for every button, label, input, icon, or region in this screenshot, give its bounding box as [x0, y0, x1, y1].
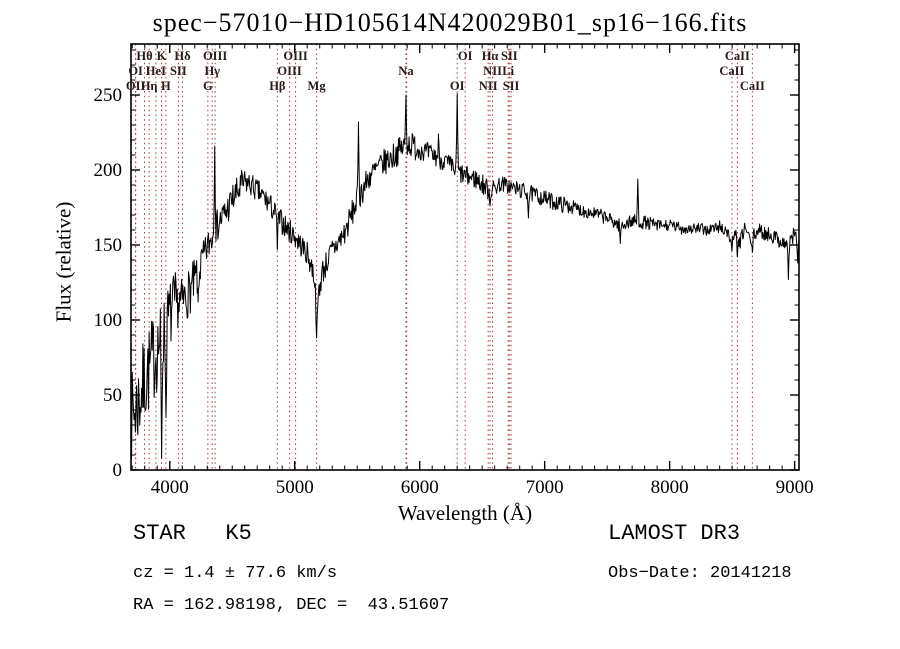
spectral-line-label: G — [203, 79, 213, 93]
spectral-line-label: OI — [458, 49, 473, 63]
object-type-text: STAR K5 — [133, 521, 252, 546]
spectral-line-label: SII — [170, 64, 187, 78]
spectral-line-label: OIII — [283, 49, 307, 63]
spectral-line-label: OI — [128, 64, 143, 78]
spectral-line-label: Mg — [308, 79, 327, 93]
spectral-line-label: K — [157, 49, 167, 63]
y-tick-label: 250 — [94, 85, 123, 106]
spectral-line-label: SII — [503, 79, 520, 93]
figure-title: spec−57010−HD105614N420029B01_sp16−166.f… — [152, 8, 748, 37]
spectral-line-label: Na — [398, 64, 414, 78]
spectral-line-label: OIII — [203, 49, 227, 63]
spectral-line-label: OI — [450, 79, 465, 93]
spectral-line-label: Hγ — [204, 64, 220, 78]
ra-dec-text: RA = 162.98198, DEC = 43.51607 — [133, 596, 450, 615]
x-tick-label: 6000 — [401, 477, 439, 498]
spectral-line-label: Li — [502, 64, 514, 78]
obs-date-text: Obs−Date: 20141218 — [608, 564, 792, 583]
x-tick-label: 9000 — [776, 477, 814, 498]
spectral-line-label: SII — [501, 49, 518, 63]
y-tick-label: 0 — [113, 460, 123, 481]
survey-text: LAMOST DR3 — [608, 521, 741, 546]
spectral-line-label: Hη — [141, 79, 158, 93]
spectral-line-label: Hα — [482, 49, 499, 63]
x-tick-label: 8000 — [651, 477, 689, 498]
spectral-line-label: CaII — [740, 79, 765, 93]
x-axis-label: Wavelength (Å) — [397, 501, 533, 525]
spectral-line-label: OIII — [277, 64, 301, 78]
y-axis-label: Flux (relative) — [51, 201, 76, 323]
spectral-line-label: OII — [126, 79, 146, 93]
x-tick-label: 7000 — [526, 477, 564, 498]
spectrum-line — [130, 93, 800, 462]
spectral-line-label: CaII — [719, 64, 744, 78]
spectral-line-label: H — [161, 79, 171, 93]
spectral-line-label: Hβ — [269, 79, 286, 93]
spectral-line-label: NII — [483, 64, 502, 78]
cz-text: cz = 1.4 ± 77.6 km/s — [133, 564, 338, 583]
y-tick-label: 200 — [94, 160, 123, 181]
spectral-line-label: NII — [479, 79, 498, 93]
y-tick-label: 50 — [103, 385, 122, 406]
x-tick-label: 5000 — [276, 477, 314, 498]
spectral-line-label: Hδ — [174, 49, 191, 63]
y-tick-label: 150 — [94, 235, 123, 256]
spectral-line-label: Hθ — [136, 49, 152, 63]
y-tick-label: 100 — [94, 310, 123, 331]
x-tick-label: 4000 — [151, 477, 189, 498]
spectral-line-label: HeI — [146, 64, 166, 78]
spectral-line-label: CaII — [725, 49, 750, 63]
plot-border — [130, 43, 800, 471]
